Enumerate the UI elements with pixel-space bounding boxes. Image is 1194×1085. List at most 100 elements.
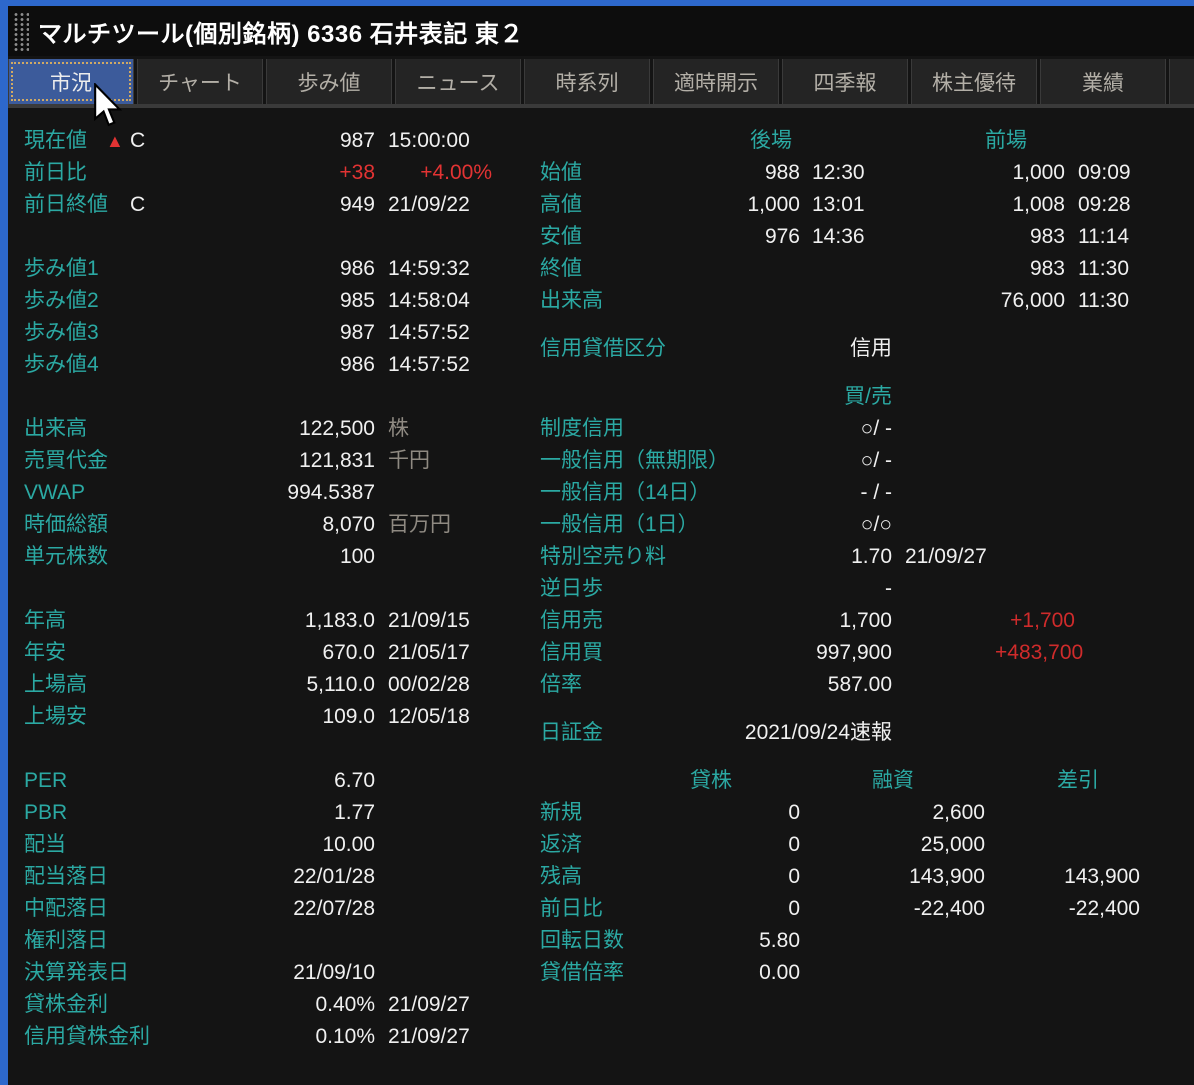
row-percent: +4.00%	[420, 161, 492, 184]
tab-label: 市況	[50, 71, 92, 95]
sashihiki-value	[990, 925, 1140, 957]
pm-time	[812, 253, 890, 285]
row-label: 信用売	[540, 609, 603, 632]
tab-news[interactable]: ニュース	[395, 59, 521, 104]
row-label: 歩み値3	[24, 321, 99, 344]
tab-shikyo[interactable]: 市況	[8, 59, 134, 104]
row-label: 上場高	[24, 673, 87, 696]
tab-label: 歩み値	[297, 71, 361, 95]
row-label: 特別空売り料	[540, 545, 666, 568]
pm-session-header: 後場	[750, 129, 792, 152]
row-label: 歩み値1	[24, 257, 99, 280]
row-value: 122,500	[299, 417, 375, 440]
drag-handle-icon[interactable]	[12, 11, 29, 51]
row-margin-category: 信用貸借区分 信用	[540, 333, 1140, 365]
pm-value: 1,000	[747, 193, 800, 216]
row-label: 単元株数	[24, 545, 108, 568]
tab-yutai[interactable]: 株主優待	[911, 59, 1037, 104]
session-row-high: 高値 1,000 13:01 1,008 09:28	[540, 189, 1140, 221]
close-flag: C	[130, 129, 146, 152]
tab-gyoseki[interactable]: 業績	[1040, 59, 1166, 104]
tab-label: 株主優待	[932, 71, 1016, 95]
row-value: 1,700	[839, 609, 892, 632]
row-label: 信用貸借区分	[540, 337, 666, 360]
tab-ayumine[interactable]: 歩み値	[266, 59, 392, 104]
row-label: 安値	[540, 225, 582, 248]
row-value: 0.40%	[315, 993, 375, 1016]
row-label: 現在値	[24, 129, 87, 152]
quote-right-panel: 後場 前場 始値 988 12:30 1,000 09:09 高値 1,000 …	[540, 125, 1140, 989]
window-border-left	[0, 0, 8, 1085]
row-seido-margin: 制度信用 ○/ -	[540, 413, 1140, 445]
session-row-low: 安値 976 14:36 983 11:14	[540, 221, 1140, 253]
tab-label: 時系列	[555, 71, 619, 95]
pm-time: 14:36	[812, 225, 865, 248]
row-market-cap: 時価総額 8,070 百万円	[24, 509, 492, 541]
tab-shikiho[interactable]: 四季報	[782, 59, 908, 104]
window-border-top	[0, 0, 1194, 6]
row-value: 997,900	[816, 641, 892, 664]
row-value: 109.0	[322, 705, 375, 728]
row-label: VWAP	[24, 481, 86, 504]
row-ippan-14d: 一般信用（14日） - / -	[540, 477, 1140, 509]
row-value	[174, 925, 375, 957]
row-prev-close: 前日終値 C 949 21/09/22	[24, 189, 492, 221]
row-margin-lending-rate: 信用貸株金利 0.10% 21/09/27	[24, 1021, 492, 1053]
row-date: 21/09/27	[388, 1025, 470, 1048]
tab-label: ニュース	[416, 71, 500, 95]
tab-partial[interactable]	[1169, 59, 1194, 104]
row-label: 返済	[540, 833, 582, 856]
row-value: 1.77	[334, 801, 375, 824]
sashihiki-value	[990, 797, 1140, 829]
session-header-row: 後場 前場	[540, 125, 1140, 157]
tab-chart[interactable]: チャート	[137, 59, 263, 104]
row-label: 出来高	[540, 289, 603, 312]
loan-header-sashihiki: 差引	[1057, 769, 1099, 792]
row-label: 配当落日	[24, 865, 108, 888]
row-date: 12/05/18	[388, 705, 470, 728]
sashihiki-value: -22,400	[1068, 897, 1140, 920]
row-label: 日証金	[540, 721, 603, 744]
row-label: 出来高	[24, 417, 87, 440]
tab-jikeiretsu[interactable]: 時系列	[524, 59, 650, 104]
row-value: 1,183.0	[304, 609, 375, 632]
row-label: 中配落日	[24, 897, 108, 920]
kashikabu-value: 0	[788, 833, 800, 856]
row-value: 22/01/28	[293, 865, 375, 888]
pm-value: 988	[764, 161, 800, 184]
row-label: 回転日数	[540, 929, 624, 952]
row-nisshokin: 日証金 2021/09/24速報	[540, 717, 1140, 749]
kashikabu-value: 5.80	[759, 929, 800, 952]
row-date: 21/05/17	[388, 641, 470, 664]
row-value: ○/○	[860, 513, 892, 536]
session-row-close: 終値 983 11:30	[540, 253, 1140, 285]
row-lot-size: 単元株数 100	[24, 541, 492, 573]
title-bar: マルチツール(個別銘柄) 6336 石井表記 東２	[8, 6, 1194, 56]
row-vwap: VWAP 994.5387	[24, 477, 492, 509]
row-label: 信用買	[540, 641, 603, 664]
sashihiki-value	[990, 957, 1140, 989]
buysell-header-row: 買/売	[540, 381, 1140, 413]
row-label: 時価総額	[24, 513, 108, 536]
row-tick3: 歩み値3 987 14:57:52	[24, 317, 492, 349]
row-value: ○/ -	[860, 449, 892, 472]
buysell-header: 買/売	[844, 385, 892, 408]
sashihiki-value: 143,900	[1064, 865, 1140, 888]
row-value: 949	[339, 193, 375, 216]
row-label: 権利落日	[24, 929, 108, 952]
yushi-value: 2,600	[932, 801, 985, 824]
tab-tekijikaiji[interactable]: 適時開示	[653, 59, 779, 104]
row-value: - / -	[860, 481, 893, 504]
pm-value: 976	[764, 225, 800, 248]
row-value: 587.00	[827, 673, 892, 696]
loan-header-row: 貸株 融資 差引	[540, 765, 1140, 797]
row-value: 6.70	[334, 769, 375, 792]
quote-left-panel: 現在値 ▲ C 987 15:00:00 前日比 +38 +4.00% 前日終値…	[24, 125, 492, 1053]
tab-label: 適時開示	[674, 71, 758, 95]
yushi-value: 25,000	[920, 833, 985, 856]
row-value: 5,110.0	[306, 673, 375, 696]
row-time: 14:57:52	[388, 353, 470, 376]
loan-row-balance: 残高 0 143,900 143,900	[540, 861, 1140, 893]
row-label: 終値	[540, 257, 582, 280]
am-value: 1,008	[1012, 193, 1065, 216]
